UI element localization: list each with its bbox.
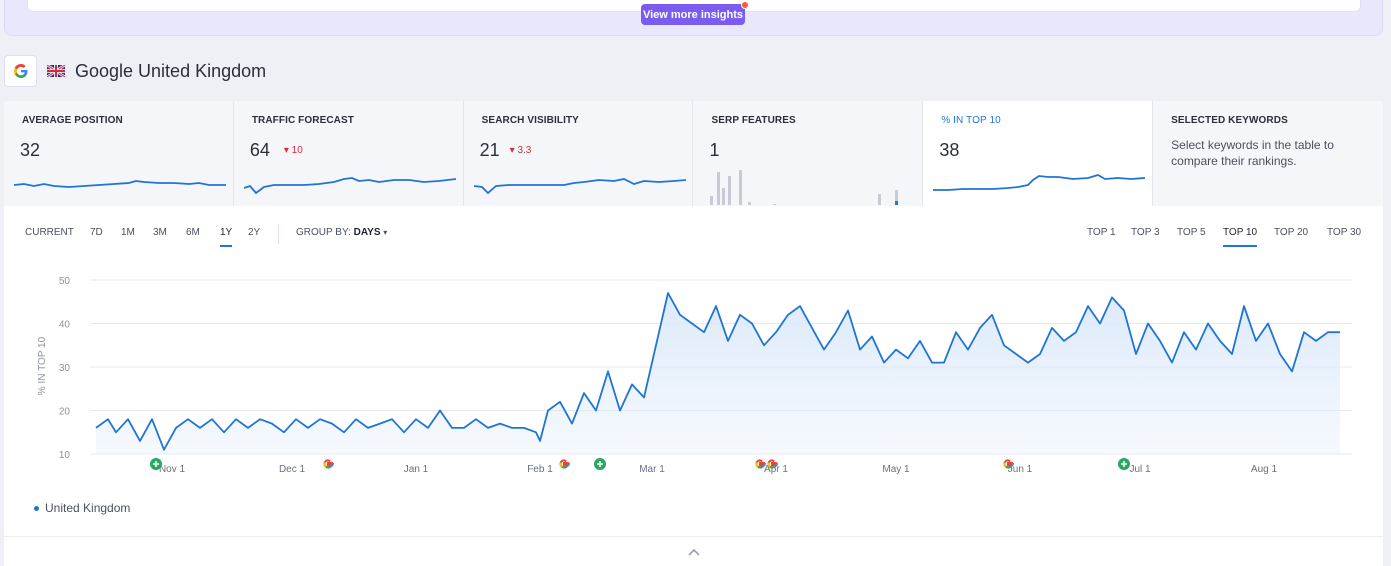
group-by-value: DAYS	[353, 227, 381, 238]
period-1m[interactable]: 1M	[121, 227, 135, 238]
metric-average-position[interactable]: AVERAGE POSITION 32	[4, 101, 234, 206]
group-by-label: GROUP BY:	[296, 227, 351, 238]
x-tick-label: Feb 1	[527, 464, 553, 475]
x-tick-label: Nov 1	[159, 464, 186, 475]
top-3[interactable]: TOP 3	[1131, 227, 1160, 238]
note-plus-icon[interactable]	[1118, 458, 1130, 470]
y-tick-label: 30	[59, 363, 71, 374]
chevron-down-icon: ▾	[383, 228, 388, 237]
x-tick-label: Jul 1	[1129, 464, 1151, 475]
search-engine-title: Google United Kingdom	[75, 60, 267, 81]
legend-dot-icon	[34, 505, 39, 511]
note-plus-icon[interactable]	[594, 458, 606, 470]
chart-toolbar: CURRENT 7D 1M 3M 6M 1Y 2Y GROUP BY: DAYS…	[4, 224, 1383, 248]
metric-delta-badge: ▾ 3.3	[509, 145, 532, 156]
top-1[interactable]: TOP 1	[1087, 227, 1116, 238]
legend-label: United Kingdom	[45, 501, 131, 515]
search-engine-header: Google United Kingdom	[4, 55, 266, 87]
top-5[interactable]: TOP 5	[1177, 227, 1206, 238]
top-30[interactable]: TOP 30	[1327, 227, 1362, 238]
metric-label: SEARCH VISIBILITY	[481, 115, 579, 126]
percent-in-top10-chart[interactable]: 10 20 30 40 50 % IN TOP 10 Nov 1 Dec 1 Jan 1 Fe…	[4, 266, 1383, 486]
sparkline-traffic-forecast	[243, 177, 456, 195]
y-tick-label: 20	[59, 407, 71, 418]
x-tick-label: Aug 1	[1251, 464, 1278, 475]
metric-value: 64	[249, 140, 270, 160]
period-6m[interactable]: 6M	[186, 227, 200, 238]
chart-legend[interactable]: United Kingdom	[34, 501, 130, 515]
series-line-united-kingdom	[95, 292, 1340, 451]
metric-value: 38	[939, 140, 960, 160]
group-by-dropdown[interactable]: GROUP BY: DAYS ▾	[296, 227, 387, 238]
x-tick-label: Jun 1	[1008, 464, 1033, 475]
notification-dot-icon	[741, 1, 749, 9]
metric-label: AVERAGE POSITION	[22, 115, 123, 126]
metric-value: 21	[479, 140, 500, 160]
toolbar-divider	[278, 224, 279, 244]
metric-label: % IN TOP 10	[941, 115, 1001, 126]
x-tick-label: Jan 1	[404, 464, 429, 475]
x-tick-label: May 1	[882, 464, 910, 475]
period-1y[interactable]: 1Y	[220, 227, 233, 247]
y-tick-label: 40	[59, 320, 71, 331]
google-update-icon[interactable]	[755, 459, 766, 469]
google-update-icon[interactable]	[559, 459, 570, 469]
period-current[interactable]: CURRENT	[25, 227, 74, 238]
view-more-insights-button[interactable]: View more insights	[641, 4, 745, 25]
note-plus-icon[interactable]	[150, 458, 162, 470]
collapse-chart-button[interactable]	[4, 536, 1383, 566]
chart-card: CURRENT 7D 1M 3M 6M 1Y 2Y GROUP BY: DAYS…	[4, 206, 1383, 536]
y-tick-label: 10	[59, 450, 71, 461]
metric-label: SELECTED KEYWORDS	[1171, 115, 1288, 126]
metric-search-visibility[interactable]: SEARCH VISIBILITY 21 ▾ 3.3	[464, 101, 694, 206]
uk-flag-icon	[47, 65, 65, 77]
google-g-icon[interactable]	[4, 55, 37, 87]
google-update-icon[interactable]	[323, 459, 334, 469]
period-7d[interactable]: 7D	[90, 227, 103, 238]
y-tick-label: 50	[59, 276, 71, 287]
metric-selected-keywords: SELECTED KEYWORDS Select keywords in the…	[1153, 101, 1383, 206]
metric-percent-in-top10[interactable]: % IN TOP 10 38	[923, 101, 1154, 206]
metrics-row: AVERAGE POSITION 32 TRAFFIC FORECAST 64 …	[4, 101, 1383, 206]
series-area-united-kingdom	[96, 293, 1340, 454]
metric-traffic-forecast[interactable]: TRAFFIC FORECAST 64 ▾ 10	[234, 101, 464, 206]
sparkline-percent-in-top10	[933, 174, 1146, 191]
period-3m[interactable]: 3M	[153, 227, 167, 238]
y-axis-label: % IN TOP 10	[37, 336, 48, 395]
metric-delta-badge: ▾ 10	[283, 145, 303, 156]
x-tick-label: Apr 1	[764, 464, 788, 475]
metric-value: 1	[709, 140, 720, 160]
sparkline-search-visibility	[473, 178, 686, 195]
chevron-up-icon	[687, 548, 700, 556]
serp-features-bars	[710, 170, 899, 205]
selected-keywords-hint: Select keywords in the table to compare …	[1171, 138, 1334, 168]
period-2y[interactable]: 2Y	[248, 227, 261, 238]
metric-serp-features[interactable]: SERP FEATURES 1	[693, 101, 924, 206]
metric-value: 32	[20, 140, 41, 160]
x-tick-label: Dec 1	[279, 464, 306, 475]
sparkline-average-position	[14, 180, 226, 188]
top-20[interactable]: TOP 20	[1274, 227, 1309, 238]
google-update-icon[interactable]	[1003, 459, 1014, 469]
metric-label: TRAFFIC FORECAST	[251, 115, 354, 126]
metric-label: SERP FEATURES	[711, 115, 796, 126]
x-tick-label: Mar 1	[639, 464, 665, 475]
google-update-icon[interactable]	[767, 459, 778, 469]
top-10[interactable]: TOP 10	[1223, 227, 1258, 247]
